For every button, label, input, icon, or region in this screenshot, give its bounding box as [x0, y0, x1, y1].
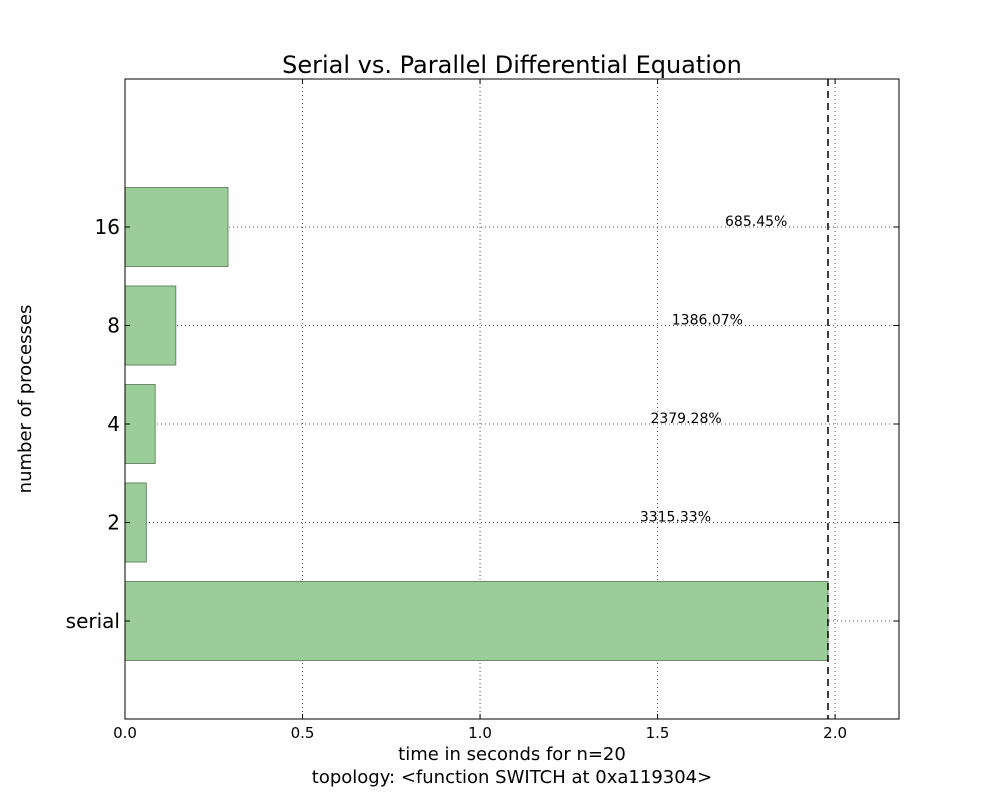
x-tick-label: 0.0 [113, 724, 137, 742]
annotations-layer: 3315.33% 2379.28% 1386.07% 685.45% [640, 214, 788, 526]
plot-frame [124, 78, 900, 720]
x-tick-label: 2.0 [823, 724, 847, 742]
chart-title: Serial vs. Parallel Differential Equatio… [282, 51, 742, 79]
x-axis-label: time in seconds for n=20 [398, 744, 626, 765]
speedup-annotation: 1386.07% [672, 313, 743, 329]
bar-4 [124, 384, 156, 464]
y-tick-label: 8 [107, 314, 120, 338]
x-axis-sublabel: topology: <function SWITCH at 0xa119304> [312, 767, 712, 788]
speedup-annotation: 2379.28% [650, 411, 721, 427]
y-tick-label: 16 [95, 215, 120, 239]
x-tick-label: 0.5 [291, 724, 315, 742]
speedup-annotation: 3315.33% [640, 510, 711, 526]
y-axis-label: number of processes [15, 305, 36, 494]
speedup-annotation: 685.45% [725, 214, 787, 230]
x-tick-label: 1.0 [468, 724, 492, 742]
bars-layer [124, 187, 829, 661]
y-tick-label: 2 [107, 511, 120, 535]
grid-layer [125, 79, 899, 719]
ticks-layer: 0.0 0.5 1.0 1.5 2.0 serial 2 4 8 16 [66, 79, 899, 742]
x-tick-label: 1.5 [646, 724, 670, 742]
bar-16 [124, 187, 229, 267]
y-tick-label: 4 [107, 412, 120, 436]
bar-8 [124, 285, 177, 366]
y-tick-label: serial [66, 609, 120, 633]
bar-serial [124, 581, 829, 661]
